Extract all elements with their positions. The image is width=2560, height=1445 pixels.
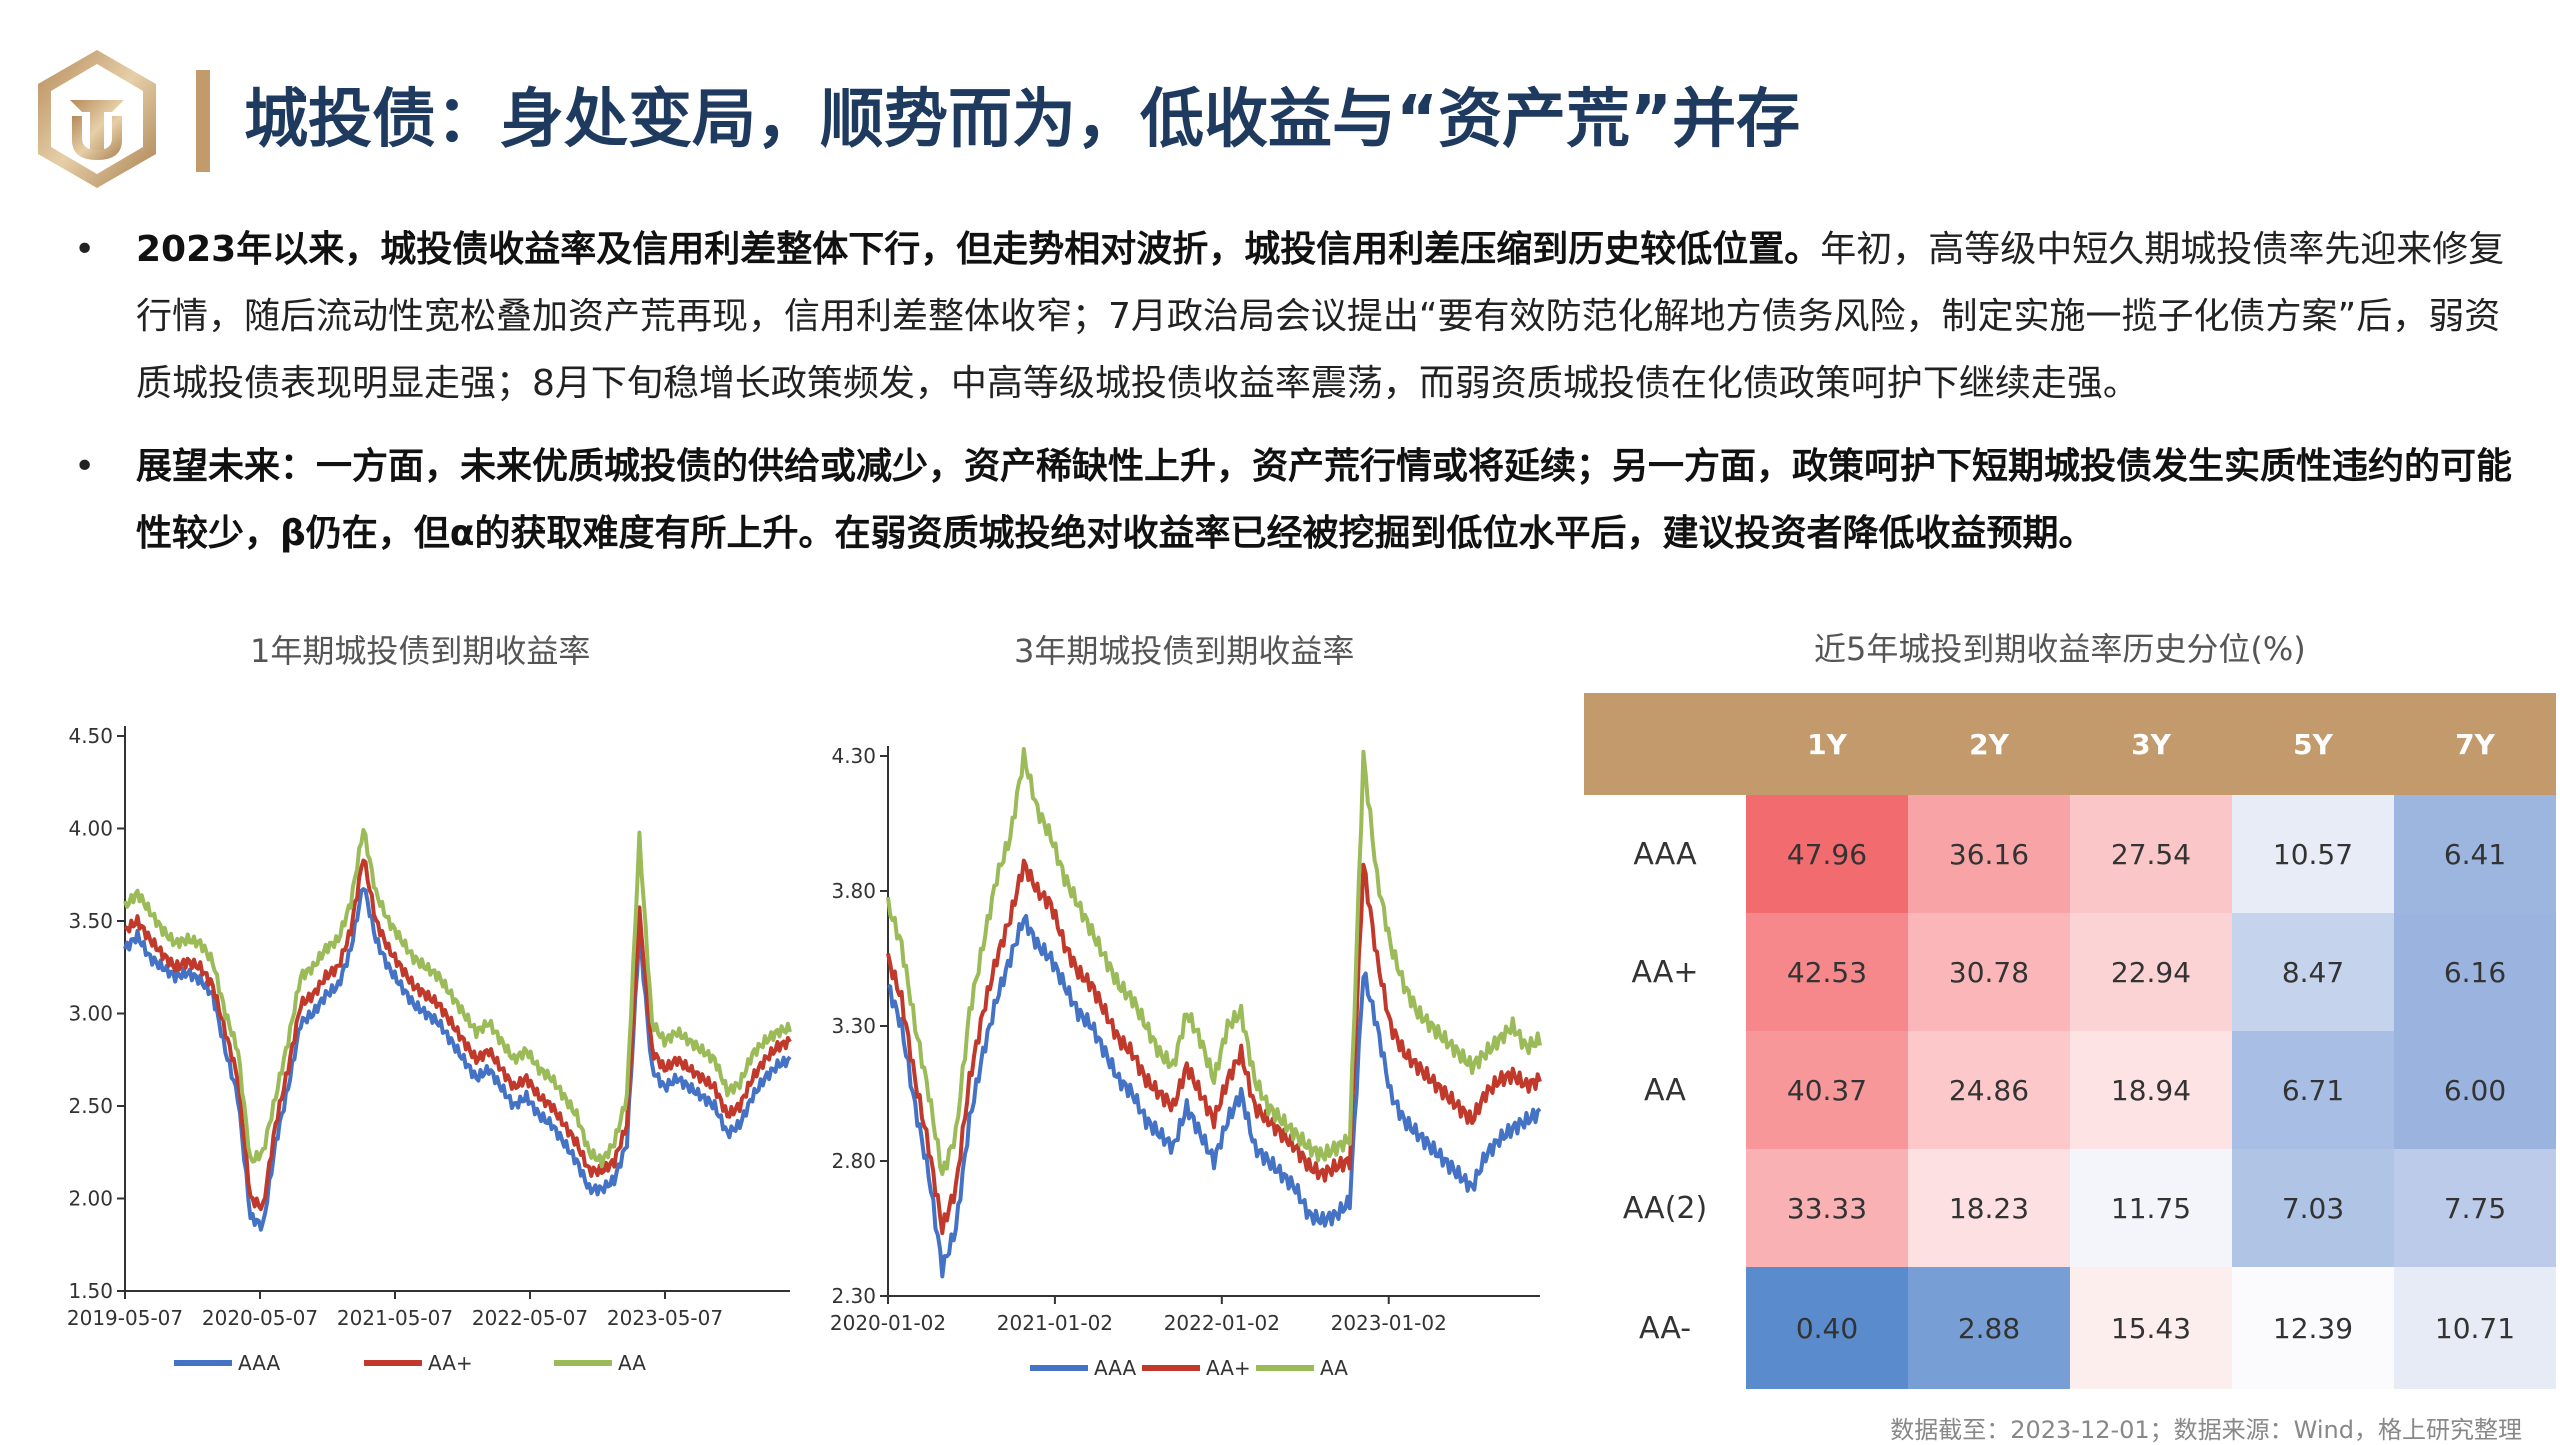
table-cell: 36.16 bbox=[1908, 795, 2070, 913]
y-tick-label: 1.50 bbox=[68, 1279, 113, 1303]
column-header-1y: 1Y bbox=[1746, 693, 1908, 795]
bullet-2-bold: 展望未来：一方面，未来优质城投债的供给或减少，资产稀缺性上升，资产荒行情或将延续… bbox=[136, 446, 2513, 554]
bullet-item-1: • 2023年以来，城投债收益率及信用利差整体下行，但走势相对波折，城投信用利差… bbox=[70, 216, 2530, 417]
table-row: AA 40.37 24.86 18.94 6.71 6.00 bbox=[1584, 1031, 2556, 1149]
percentile-table: 1Y 2Y 3Y 5Y 7Y AAA 47.96 36.16 27.54 10.57 6.… bbox=[1584, 693, 2556, 1389]
y-tick-label: 2.30 bbox=[831, 1284, 876, 1308]
table-cell: 6.41 bbox=[2394, 795, 2556, 913]
row-label: AA+ bbox=[1584, 913, 1746, 1031]
y-tick-label: 3.00 bbox=[68, 1002, 113, 1026]
table-cell: 11.75 bbox=[2070, 1149, 2232, 1267]
y-tick-label: 3.30 bbox=[831, 1014, 876, 1038]
title-accent-bar bbox=[196, 70, 210, 172]
table-row: AA(2) 33.33 18.23 11.75 7.03 7.75 bbox=[1584, 1149, 2556, 1267]
x-tick-label: 2021-05-07 bbox=[337, 1306, 453, 1330]
table-row: AA+ 42.53 30.78 22.94 8.47 6.16 bbox=[1584, 913, 2556, 1031]
x-tick-label: 2019-05-07 bbox=[67, 1306, 183, 1330]
table-cell: 22.94 bbox=[2070, 913, 2232, 1031]
x-tick-label: 2020-01-02 bbox=[830, 1311, 946, 1335]
table-cell: 47.96 bbox=[1746, 795, 1908, 913]
legend-label: AAA bbox=[1094, 1356, 1136, 1380]
table-cell: 18.23 bbox=[1908, 1149, 2070, 1267]
series-line-aa-plus bbox=[886, 858, 1542, 1236]
company-logo bbox=[38, 50, 156, 188]
column-header-5y: 5Y bbox=[2232, 693, 2394, 795]
chart-1y-yield: 4.50 4.00 3.50 3.00 2.50 2.00 1.50 2019-05-07 20… bbox=[67, 724, 792, 1375]
x-tick-label: 2022-01-02 bbox=[1164, 1311, 1280, 1335]
bullet-1-bold: 2023年以来，城投债收益率及信用利差整体下行，但走势相对波折，城投信用利差压缩… bbox=[136, 229, 1821, 270]
table-cell: 7.03 bbox=[2232, 1149, 2394, 1267]
table-row: AA- 0.40 2.88 15.43 12.39 10.71 bbox=[1584, 1267, 2556, 1389]
y-tick-label: 2.50 bbox=[68, 1094, 113, 1118]
series-line-aa bbox=[123, 828, 792, 1169]
y-tick-label: 2.00 bbox=[68, 1187, 113, 1211]
table-cell: 30.78 bbox=[1908, 913, 2070, 1031]
series-line-aaa bbox=[887, 913, 1542, 1279]
table-cell: 42.53 bbox=[1746, 913, 1908, 1031]
column-header-2y: 2Y bbox=[1908, 693, 2070, 795]
y-tick-label: 3.50 bbox=[68, 909, 113, 933]
legend-label: AA bbox=[1320, 1356, 1348, 1380]
bullet-dot-icon: • bbox=[74, 446, 96, 487]
percentile-table-title: 近5年城投到期收益率历史分位(%) bbox=[1814, 630, 2306, 668]
row-label: AA(2) bbox=[1584, 1149, 1746, 1267]
column-header-7y: 7Y bbox=[2394, 693, 2556, 795]
table-cell: 12.39 bbox=[2232, 1267, 2394, 1389]
column-header-3y: 3Y bbox=[2070, 693, 2232, 795]
table-cell: 6.00 bbox=[2394, 1031, 2556, 1149]
table-cell: 6.16 bbox=[2394, 913, 2556, 1031]
table-cell: 10.57 bbox=[2232, 795, 2394, 913]
x-tick-label: 2023-01-02 bbox=[1331, 1311, 1447, 1335]
table-cell: 40.37 bbox=[1746, 1031, 1908, 1149]
table-cell: 7.75 bbox=[2394, 1149, 2556, 1267]
table-cell: 15.43 bbox=[2070, 1267, 2232, 1389]
table-cell: 8.47 bbox=[2232, 913, 2394, 1031]
table-cell: 2.88 bbox=[1908, 1267, 2070, 1389]
row-label: AAA bbox=[1584, 795, 1746, 913]
y-tick-label: 4.30 bbox=[831, 744, 876, 768]
table-cell: 33.33 bbox=[1746, 1149, 1908, 1267]
table-corner bbox=[1584, 693, 1746, 795]
series-line-aa bbox=[886, 747, 1542, 1177]
table-cell: 27.54 bbox=[2070, 795, 2232, 913]
page-title: 城投债：身处变局，顺势而为，低收益与“资产荒”并存 bbox=[244, 83, 1801, 157]
legend-label: AA bbox=[618, 1351, 646, 1375]
chart-3y-yield: 4.30 3.80 3.30 2.80 2.30 2020-01-02 2021-01-02… bbox=[830, 744, 1542, 1380]
table-row: AAA 47.96 36.16 27.54 10.57 6.41 bbox=[1584, 795, 2556, 913]
x-tick-label: 2021-01-02 bbox=[997, 1311, 1113, 1335]
chart-1y-title: 1年期城投债到期收益率 bbox=[250, 632, 591, 670]
row-label: AA bbox=[1584, 1031, 1746, 1149]
x-tick-label: 2022-05-07 bbox=[472, 1306, 588, 1330]
y-tick-label: 4.50 bbox=[68, 724, 113, 748]
legend-label: AA+ bbox=[1206, 1356, 1251, 1380]
table-cell: 10.71 bbox=[2394, 1267, 2556, 1389]
table-cell: 18.94 bbox=[2070, 1031, 2232, 1149]
chart-3y-title: 3年期城投债到期收益率 bbox=[1014, 632, 1355, 670]
data-source-note: 数据截至：2023-12-01；数据来源：Wind，格上研究整理 bbox=[1890, 1416, 2522, 1444]
bullet-dot-icon: • bbox=[74, 229, 96, 270]
row-label: AA- bbox=[1584, 1267, 1746, 1389]
y-tick-label: 2.80 bbox=[831, 1149, 876, 1173]
series-line-aaa bbox=[123, 887, 792, 1232]
y-tick-label: 4.00 bbox=[68, 817, 113, 841]
x-tick-label: 2023-05-07 bbox=[607, 1306, 723, 1330]
bullet-item-2: • 展望未来：一方面，未来优质城投债的供给或减少，资产稀缺性上升，资产荒行情或将… bbox=[70, 433, 2530, 567]
table-cell: 0.40 bbox=[1746, 1267, 1908, 1389]
legend-label: AAA bbox=[238, 1351, 280, 1375]
bullet-list: • 2023年以来，城投债收益率及信用利差整体下行，但走势相对波折，城投信用利差… bbox=[70, 216, 2530, 583]
table-cell: 6.71 bbox=[2232, 1031, 2394, 1149]
x-tick-label: 2020-05-07 bbox=[202, 1306, 318, 1330]
legend-label: AA+ bbox=[428, 1351, 473, 1375]
table-cell: 24.86 bbox=[1908, 1031, 2070, 1149]
bullet-1-text: 年初，高等级中短久期城投债率先迎来修复行情，随后流动性宽松叠加资产荒再现，信用利… bbox=[136, 229, 2505, 404]
series-line-aa-plus bbox=[124, 858, 792, 1212]
table-header-row: 1Y 2Y 3Y 5Y 7Y bbox=[1584, 693, 2556, 795]
y-tick-label: 3.80 bbox=[831, 879, 876, 903]
